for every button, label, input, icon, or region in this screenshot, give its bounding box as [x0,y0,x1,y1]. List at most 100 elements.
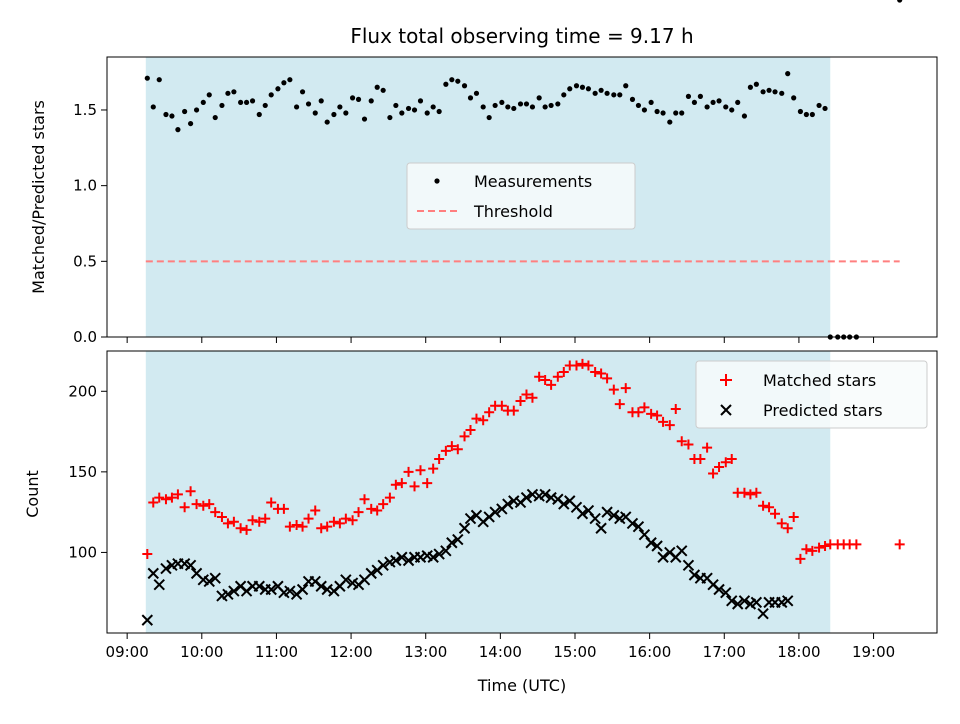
x-axis-label: Time (UTC) [477,676,566,695]
predicted-star-point [253,580,265,592]
predicted-star-point [452,533,464,546]
measurement-point [231,89,237,95]
measurement-point [822,105,828,112]
matched-star-point [683,439,694,450]
legend-matched-label: Matched stars [763,371,876,390]
matched-star-point [695,453,706,464]
measurement-point [592,90,598,96]
predicted-star-point [458,522,471,534]
measurement-point [169,113,175,119]
measurement-point [654,108,660,115]
measurement-point [473,90,480,96]
measurement-point [723,104,729,110]
measurement-point [411,107,418,113]
matched-star-point [527,392,538,403]
predicted-star-point [153,578,165,591]
measurement-point [561,92,567,98]
matched-stars-points [142,358,905,564]
measurement-point [144,75,150,81]
matched-star-point [396,478,407,489]
predicted-star-point [209,572,221,584]
measurement-point [480,104,486,110]
predicted-star-point [539,488,551,501]
bottom-xtick-label: 10:00 [180,643,223,661]
measurement-point [467,95,474,101]
measurement-point [567,86,573,92]
matched-star-point [633,407,644,418]
measurement-point [150,104,156,110]
measurement-point [305,101,312,107]
measurement-point [424,110,430,116]
matched-star-point [583,360,594,371]
measurement-point [212,114,218,121]
predicted-star-point [489,506,501,518]
predicted-star-point [265,583,277,596]
predicted-star-point [365,567,377,580]
measurement-point [517,101,524,107]
predicted-star-point [222,588,234,601]
matched-star-point [807,545,818,556]
matched-star-point [166,492,177,503]
measurement-point [299,89,306,95]
measurement-point [238,99,244,106]
predicted-star-point [608,509,620,522]
measurement-point [200,99,206,106]
measurement-point [673,110,679,116]
predicted-star-point [402,554,415,567]
matched-star-point [148,497,159,508]
matched-star-point [471,413,482,424]
measurement-point [281,80,287,86]
measurement-point [275,86,281,92]
legend-matched-marker [720,374,732,386]
measurement-point [182,108,188,115]
bottom-xtick-label: 19:00 [852,643,895,661]
matched-star-point [676,436,687,447]
measurement-point [387,114,393,121]
measurement-point [809,111,815,118]
measurement-point [648,99,654,106]
matched-star-point [795,553,806,564]
matched-star-point [154,492,165,503]
predicted-star-point [526,488,539,501]
bottom-xtick-label: 18:00 [777,643,820,661]
measurement-point [486,114,492,121]
matched-star-point [620,383,631,394]
predicted-star-point [782,595,794,607]
measurement-point [536,95,542,101]
matched-star-point [702,442,713,453]
measurement-point [156,77,162,83]
top-ytick-label: 1.0 [73,177,97,195]
top-y-ticks: 0.0 0.5 1.0 1.5 [73,101,107,346]
matched-star-point [260,513,271,524]
matched-star-point [216,511,227,522]
measurement-point [499,99,505,106]
measurement-point [505,104,511,110]
predicted-star-point [726,595,738,607]
matched-star-point [652,410,663,421]
predicted-star-point [713,583,725,596]
matched-star-point [646,408,657,419]
matched-star-point [596,368,607,379]
matched-star-point [278,503,289,514]
top-y-axis-label: Matched/Predicted stars [29,100,48,294]
predicted-star-point [595,522,607,534]
measurement-points [144,0,903,340]
measurement-point [641,107,648,113]
measurement-point [287,77,293,83]
matched-star-point [820,540,831,551]
measurement-point [685,93,692,99]
predicted-star-point [657,551,669,563]
measurement-point [791,95,797,101]
matched-star-point [228,516,239,527]
predicted-star-point [414,551,427,563]
measurement-point [355,96,362,102]
measurement-point [735,99,741,106]
matched-star-point [142,549,153,560]
measurement-point [163,111,169,118]
measurement-point [455,78,461,84]
predicted-star-point [545,491,557,504]
measurement-point [337,104,343,110]
measurement-point [249,98,256,104]
matched-star-point [452,444,463,455]
predicted-star-point [296,583,309,596]
